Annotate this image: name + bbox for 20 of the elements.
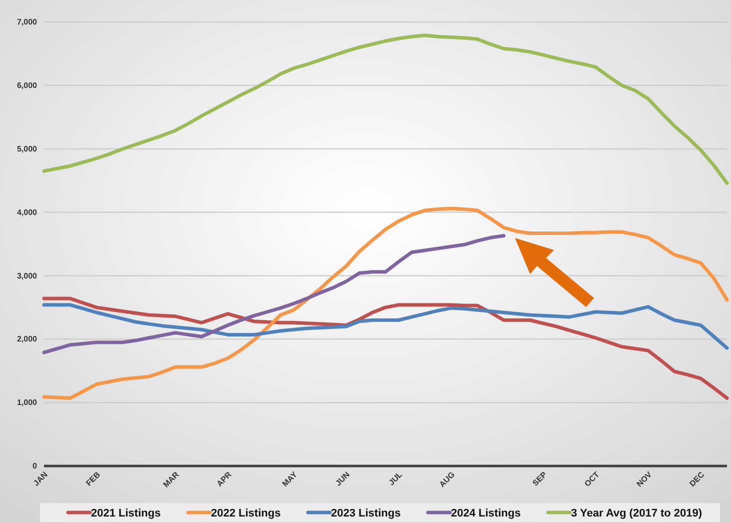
- y-tick-label: 5,000: [16, 144, 38, 154]
- legend-label: 2023 Listings: [331, 507, 401, 520]
- y-tick-label: 7,000: [16, 18, 38, 27]
- y-tick-label: 2,000: [16, 334, 38, 344]
- legend-label: 2024 Listings: [451, 507, 521, 520]
- line-series: [42, 303, 729, 350]
- y-tick-label: 0: [32, 462, 38, 471]
- line-series: [42, 296, 729, 400]
- x-tick-label: SEP: [530, 470, 549, 488]
- y-tick-label: 6,000: [16, 80, 38, 90]
- y-tick-label: 1,000: [16, 398, 38, 408]
- x-tick-label: JUL: [386, 470, 404, 488]
- y-tick-label: 4,000: [16, 208, 38, 217]
- legend-label: 2022 Listings: [211, 507, 281, 520]
- legend-label: 2021 Listings: [91, 507, 161, 520]
- y-tick-label: 3,000: [16, 271, 38, 280]
- line-series: [42, 206, 729, 400]
- line-series: [42, 234, 506, 354]
- legend-label: 3 Year Avg (2017 to 2019): [571, 507, 702, 520]
- line-series: [42, 34, 729, 185]
